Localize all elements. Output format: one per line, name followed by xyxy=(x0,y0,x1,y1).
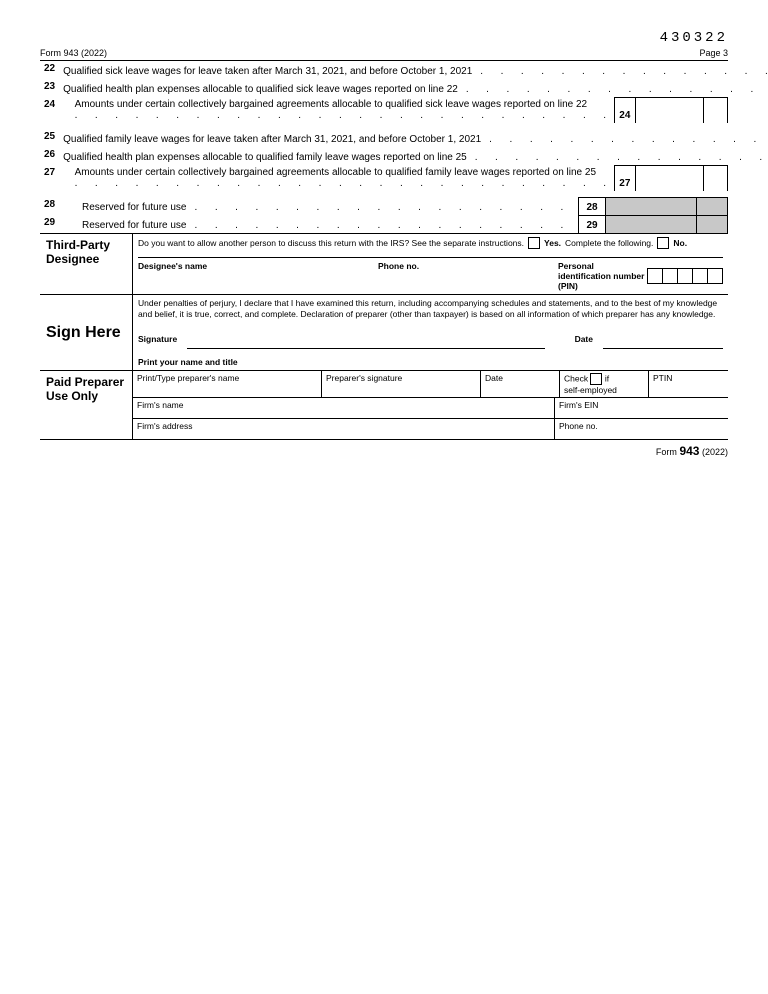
ocr-code: 430322 xyxy=(40,30,728,46)
line-24: 24Amounts under certain collectively bar… xyxy=(40,97,728,123)
prep-sig-label: Preparer's signature xyxy=(322,371,481,397)
line-23: 23Qualified health plan expenses allocab… xyxy=(40,79,728,97)
sign-here-label: Sign Here xyxy=(40,295,132,370)
third-party-section: Third-Party Designee Do you want to allo… xyxy=(40,234,728,295)
amount-24[interactable] xyxy=(636,97,705,123)
no-checkbox[interactable] xyxy=(657,237,669,249)
perjury-text: Under penalties of perjury, I declare th… xyxy=(138,298,723,320)
line-28: 28Reserved for future use. . . . . . . .… xyxy=(40,197,728,215)
pin-boxes[interactable] xyxy=(648,268,723,284)
pin-label: Personal identification number (PIN) xyxy=(558,261,648,291)
footer: Form 943 (2022) xyxy=(40,444,728,458)
cents-28[interactable] xyxy=(697,197,728,215)
cents-27[interactable] xyxy=(704,165,728,191)
preparer-section: Paid Preparer Use Only Print/Type prepar… xyxy=(40,371,728,440)
firm-addr-label: Firm's address xyxy=(133,419,555,439)
sign-section: Sign Here Under penalties of perjury, I … xyxy=(40,295,728,371)
yes-after: Complete the following. xyxy=(565,238,653,248)
signature-field[interactable] xyxy=(187,334,544,349)
cents-29[interactable] xyxy=(697,215,728,233)
line-25: 25Qualified family leave wages for leave… xyxy=(40,129,728,147)
page-number: Page 3 xyxy=(699,48,728,58)
signature-label: Signature xyxy=(138,334,177,349)
firm-name-label: Firm's name xyxy=(133,398,555,418)
amount-29[interactable] xyxy=(606,215,697,233)
cents-24[interactable] xyxy=(704,97,728,123)
prep-date-label: Date xyxy=(481,371,560,397)
line-29: 29Reserved for future use. . . . . . . .… xyxy=(40,215,728,233)
ptin-label: PTIN xyxy=(649,371,728,397)
self-employed-cell: Check ifself-employed xyxy=(560,371,649,397)
amount-28[interactable] xyxy=(606,197,697,215)
yes-label: Yes. xyxy=(544,238,561,248)
designee-name-label: Designee's name xyxy=(138,261,378,271)
third-party-label: Third-Party Designee xyxy=(40,234,132,294)
amount-27[interactable] xyxy=(636,165,705,191)
prep-phone-label: Phone no. xyxy=(555,419,728,439)
designee-question: Do you want to allow another person to d… xyxy=(138,238,524,248)
self-employed-checkbox[interactable] xyxy=(590,373,602,385)
page-header: Form 943 (2022) Page 3 xyxy=(40,48,728,61)
print-type-label: Print/Type preparer's name xyxy=(133,371,322,397)
no-label: No. xyxy=(673,238,687,248)
phone-label: Phone no. xyxy=(378,261,558,271)
date-label: Date xyxy=(575,334,593,349)
yes-checkbox[interactable] xyxy=(528,237,540,249)
line-26: 26Qualified health plan expenses allocab… xyxy=(40,147,728,165)
lines-section: 22Qualified sick leave wages for leave t… xyxy=(40,61,728,234)
date-field[interactable] xyxy=(603,334,723,349)
form-title: Form 943 (2022) xyxy=(40,48,107,58)
line-22: 22Qualified sick leave wages for leave t… xyxy=(40,61,728,79)
print-name-label: Print your name and title xyxy=(138,357,238,367)
preparer-label: Paid Preparer Use Only xyxy=(40,371,132,439)
firm-ein-label: Firm's EIN xyxy=(555,398,728,418)
line-27: 27Amounts under certain collectively bar… xyxy=(40,165,728,191)
